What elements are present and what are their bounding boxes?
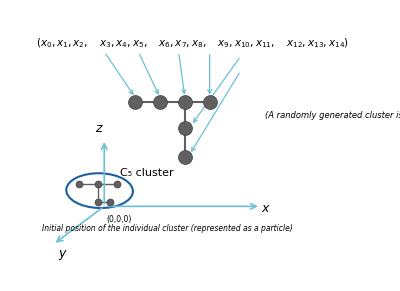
Text: (A randomly generated cluster is a “particle”): (A randomly generated cluster is a “part… <box>266 111 400 120</box>
Text: $(x_0,x_1,x_2,\quad x_3,x_4,x_5,\quad x_6,x_7,x_8,\quad x_9,x_{10},x_{11},\quad : $(x_0,x_1,x_2,\quad x_3,x_4,x_5,\quad x_… <box>36 36 349 49</box>
Text: y: y <box>58 247 66 260</box>
Text: x: x <box>262 202 269 215</box>
Text: z: z <box>95 122 101 135</box>
Text: (0,0,0): (0,0,0) <box>106 215 132 223</box>
Text: Initial position of the individual cluster (represented as a particle): Initial position of the individual clust… <box>42 224 293 233</box>
Text: C₅ cluster: C₅ cluster <box>120 168 173 178</box>
